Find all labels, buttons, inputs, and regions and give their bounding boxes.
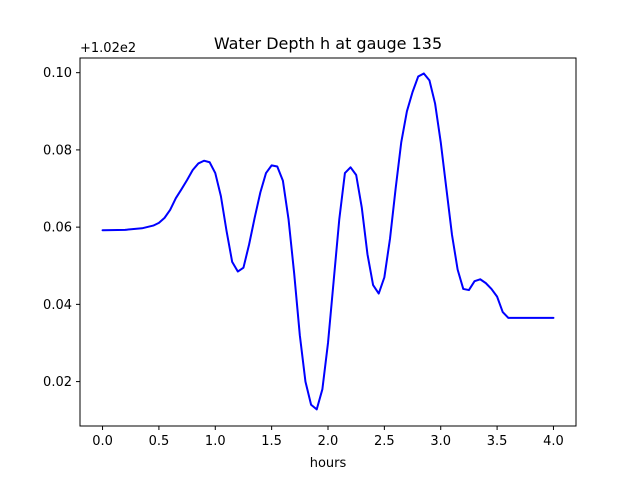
x-tick-label: 4.0 <box>543 434 564 449</box>
plot-area: 0.0 0.5 1.0 1.5 2.0 2.5 3.0 3.5 4.0 0.02 0.04 0.06 0… <box>43 57 577 449</box>
chart-title: Water Depth h at gauge 135 <box>214 34 442 53</box>
y-tick-label: 0.10 <box>43 66 72 81</box>
y-tick-label: 0.06 <box>43 221 72 236</box>
x-tick-label: 3.0 <box>430 434 451 449</box>
x-tick-label: 3.5 <box>487 434 508 449</box>
plot-frame <box>79 57 577 427</box>
x-tick-label: 0.0 <box>92 434 113 449</box>
x-tick-label: 0.5 <box>149 434 170 449</box>
x-axis-label: hours <box>310 456 347 471</box>
x-tick-label: 2.5 <box>374 434 395 449</box>
y-tick-label: 0.08 <box>43 143 72 158</box>
y-offset-label: +1.02e2 <box>80 41 136 56</box>
x-tick-label: 2.0 <box>318 434 339 449</box>
y-tick-label: 0.02 <box>43 375 72 390</box>
x-tick-label: 1.0 <box>205 434 226 449</box>
series-line-0 <box>101 72 555 411</box>
y-tick-label: 0.04 <box>43 298 72 313</box>
x-tick-label: 1.5 <box>261 434 282 449</box>
